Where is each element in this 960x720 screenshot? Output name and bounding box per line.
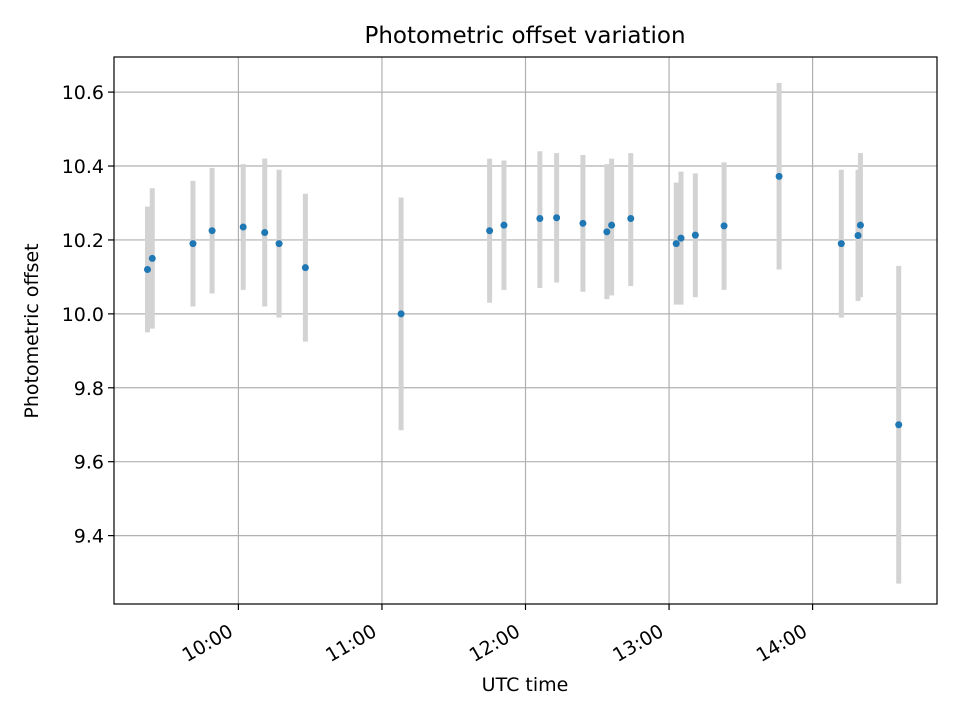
data-point (239, 223, 247, 231)
data-point (854, 232, 862, 240)
data-point (579, 219, 587, 227)
y-tick-label: 9.8 (74, 378, 104, 400)
data-point (672, 240, 680, 248)
gridlines (114, 57, 937, 604)
y-axis-title: Photometric offset (21, 243, 43, 418)
data-point (856, 221, 864, 229)
data-point (148, 254, 156, 262)
y-tick-label: 10.2 (62, 230, 104, 252)
y-tick-label: 9.4 (74, 526, 104, 548)
y-tick-label: 10.6 (62, 82, 104, 104)
data-point (143, 266, 151, 274)
data-point (500, 221, 508, 229)
data-point (627, 215, 635, 223)
data-point (301, 264, 309, 272)
y-axis-ticks: 9.4 9.6 9.8 10.0 10.2 10.4 10.6 (62, 82, 114, 548)
data-point (553, 214, 561, 222)
y-tick-label: 9.6 (74, 452, 104, 474)
data-point (691, 231, 699, 239)
x-axis-title: UTC time (482, 674, 569, 696)
data-point (208, 227, 216, 235)
data-point (677, 234, 685, 242)
data-point (895, 421, 903, 429)
data-points (143, 172, 903, 429)
data-point (603, 228, 611, 236)
data-point (536, 215, 544, 223)
chart-title: Photometric offset variation (364, 23, 685, 49)
y-tick-label: 10.4 (62, 156, 104, 178)
data-point (275, 240, 283, 248)
data-point (775, 172, 783, 180)
data-point (486, 227, 494, 235)
data-point (608, 221, 616, 229)
y-tick-label: 10.0 (62, 304, 104, 326)
data-point (189, 240, 197, 248)
data-point (837, 240, 845, 248)
data-point (397, 310, 405, 318)
data-point (261, 229, 269, 237)
data-point (720, 222, 728, 230)
